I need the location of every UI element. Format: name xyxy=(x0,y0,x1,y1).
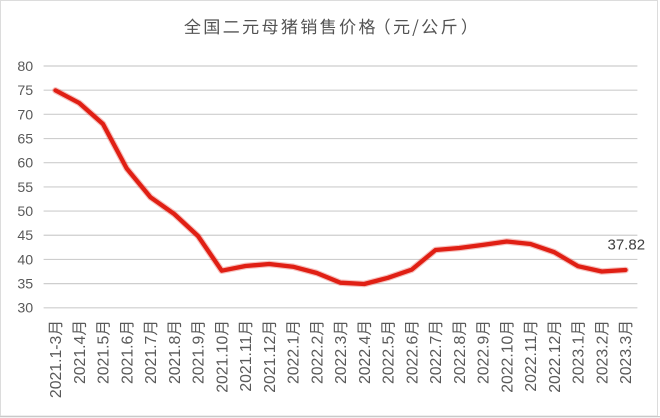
svg-text:2021.7: 2021.7 xyxy=(143,336,160,384)
svg-text:2022.1: 2022.1 xyxy=(286,335,303,384)
svg-text:2022.10: 2022.10 xyxy=(499,335,516,392)
svg-text:2022.11: 2022.11 xyxy=(523,335,540,391)
svg-text:2022.6: 2022.6 xyxy=(404,335,421,384)
svg-text:2021.9: 2021.9 xyxy=(191,335,208,384)
svg-text:2023.2: 2023.2 xyxy=(594,336,611,384)
svg-text:2021.5: 2021.5 xyxy=(96,335,113,384)
svg-text:30: 30 xyxy=(17,301,33,317)
svg-text:2023.1: 2023.1 xyxy=(571,335,588,384)
svg-text:2021.11: 2021.11 xyxy=(238,335,255,391)
svg-text:2022.3: 2022.3 xyxy=(333,335,350,384)
svg-text:2021.12: 2021.12 xyxy=(262,336,279,393)
svg-text:60: 60 xyxy=(17,156,33,172)
svg-text:2022.2: 2022.2 xyxy=(309,336,326,384)
svg-text:2021.4: 2021.4 xyxy=(72,335,89,384)
svg-text:80: 80 xyxy=(17,59,33,75)
svg-text:35: 35 xyxy=(17,277,33,293)
svg-text:2022.9: 2022.9 xyxy=(476,335,493,384)
svg-text:2021.6: 2021.6 xyxy=(119,335,136,384)
svg-text:2021.10: 2021.10 xyxy=(214,335,231,392)
svg-text:2021.8: 2021.8 xyxy=(167,335,184,384)
svg-text:2021.1-3: 2021.1-3 xyxy=(48,335,65,398)
svg-text:2022.4: 2022.4 xyxy=(357,335,374,384)
svg-text:70: 70 xyxy=(17,107,33,123)
svg-text:2022.7: 2022.7 xyxy=(428,336,445,384)
svg-text:2022.5: 2022.5 xyxy=(381,335,398,384)
svg-text:55: 55 xyxy=(17,180,33,196)
svg-text:50: 50 xyxy=(17,204,33,220)
svg-text:2022.8: 2022.8 xyxy=(452,335,469,384)
svg-text:45: 45 xyxy=(17,228,33,244)
svg-text:65: 65 xyxy=(17,131,33,147)
svg-text:2023.3: 2023.3 xyxy=(618,335,635,384)
svg-text:37.82: 37.82 xyxy=(608,237,646,254)
svg-text:2022.12: 2022.12 xyxy=(547,336,564,393)
svg-text:75: 75 xyxy=(17,83,33,99)
svg-text:40: 40 xyxy=(17,252,33,268)
